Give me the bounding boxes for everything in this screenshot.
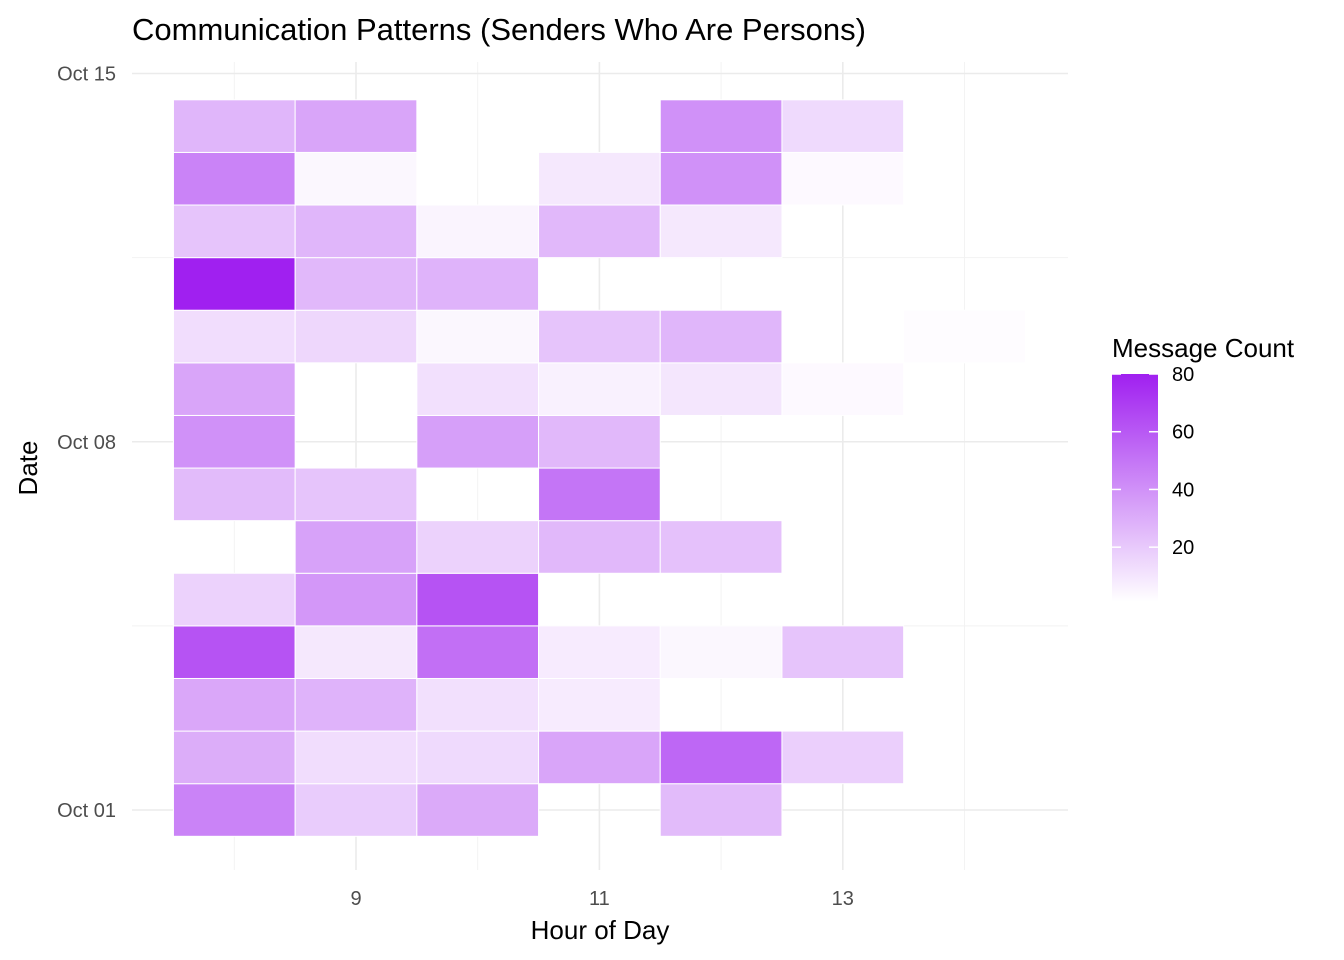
legend-tick-label: 20 bbox=[1172, 537, 1194, 559]
heatmap-cell bbox=[172, 783, 296, 837]
y-tick-label: Oct 08 bbox=[57, 432, 116, 454]
heatmap-cell bbox=[294, 730, 418, 785]
heatmap-cell bbox=[172, 467, 296, 522]
heatmap-cell bbox=[294, 625, 418, 679]
heatmap-cell bbox=[659, 309, 783, 364]
heatmap-cell bbox=[294, 467, 418, 522]
heatmap-cell bbox=[416, 309, 540, 364]
heatmap-cell bbox=[416, 625, 540, 679]
heatmap-cell bbox=[416, 414, 540, 469]
heatmap-cell bbox=[416, 204, 540, 259]
heatmap-cell bbox=[781, 151, 905, 206]
heatmap-cell bbox=[659, 730, 783, 785]
legend-tick-label: 60 bbox=[1172, 422, 1194, 444]
heatmap-cell bbox=[172, 309, 296, 364]
heatmap-cell bbox=[172, 257, 296, 311]
heatmap-cell bbox=[294, 257, 418, 311]
x-axis-ticks: 9 11 13 bbox=[350, 888, 853, 910]
heatmap-cell bbox=[538, 414, 661, 469]
heatmap-cell bbox=[172, 625, 296, 679]
heatmap-cell bbox=[294, 572, 418, 627]
heatmap-cell bbox=[172, 99, 296, 153]
heatmap-cell bbox=[659, 204, 783, 259]
heatmap-cell bbox=[538, 730, 661, 785]
heatmap-cell bbox=[659, 625, 783, 679]
heatmap-cell bbox=[172, 414, 296, 469]
heatmap-cell bbox=[538, 677, 661, 732]
legend-ticks: 20 40 60 80 bbox=[1112, 364, 1194, 559]
heatmap-cell bbox=[172, 362, 296, 416]
heatmap-cell bbox=[781, 99, 905, 153]
heatmap-cells bbox=[172, 99, 1026, 837]
heatmap-cell bbox=[172, 572, 296, 627]
heatmap-cell bbox=[903, 309, 1026, 364]
heatmap-cell bbox=[294, 204, 418, 259]
x-axis-title: Hour of Day bbox=[531, 915, 670, 945]
legend-title: Message Count bbox=[1112, 333, 1295, 363]
heatmap-cell bbox=[781, 362, 905, 416]
heatmap-cell bbox=[659, 362, 783, 416]
heatmap-cell bbox=[294, 677, 418, 732]
x-tick-label: 11 bbox=[589, 888, 610, 910]
heatmap-cell bbox=[294, 309, 418, 364]
legend-colorbar bbox=[1112, 374, 1158, 602]
heatmap-cell bbox=[416, 362, 540, 416]
heatmap-cell bbox=[538, 151, 661, 206]
heatmap-cell bbox=[416, 572, 540, 627]
legend: Message Count 20 40 60 80 bbox=[1112, 333, 1295, 602]
heatmap-cell bbox=[172, 677, 296, 732]
heatmap-cell bbox=[538, 362, 661, 416]
heatmap-cell bbox=[416, 257, 540, 311]
chart-title: Communication Patterns (Senders Who Are … bbox=[132, 12, 866, 47]
heatmap-cell bbox=[416, 520, 540, 574]
y-tick-label: Oct 01 bbox=[57, 800, 116, 822]
heatmap-cell bbox=[172, 730, 296, 785]
legend-tick-label: 80 bbox=[1172, 364, 1194, 386]
heatmap-cell bbox=[416, 730, 540, 785]
heatmap-cell bbox=[781, 625, 905, 679]
heatmap-cell bbox=[538, 625, 661, 679]
heatmap-cell bbox=[294, 520, 418, 574]
heatmap-cell bbox=[294, 783, 418, 837]
y-axis-title: Date bbox=[13, 441, 43, 496]
y-axis-ticks: Oct 01 Oct 08 Oct 15 bbox=[57, 64, 116, 823]
heatmap-cell bbox=[538, 309, 661, 364]
heatmap-cell bbox=[416, 783, 540, 837]
heatmap-cell bbox=[659, 783, 783, 837]
y-tick-label: Oct 15 bbox=[57, 64, 116, 86]
x-tick-label: 9 bbox=[350, 888, 361, 910]
heatmap-cell bbox=[538, 204, 661, 259]
legend-tick-label: 40 bbox=[1172, 479, 1194, 501]
heatmap-cell bbox=[416, 677, 540, 732]
heatmap-cell bbox=[172, 151, 296, 206]
heatmap-cell bbox=[659, 99, 783, 153]
heatmap-cell bbox=[538, 467, 661, 522]
heatmap-cell bbox=[538, 520, 661, 574]
heatmap-cell bbox=[659, 520, 783, 574]
x-tick-label: 13 bbox=[832, 888, 854, 910]
heatmap-cell bbox=[172, 204, 296, 259]
heatmap-cell bbox=[294, 99, 418, 153]
heatmap-cell bbox=[294, 151, 418, 206]
heatmap-cell bbox=[781, 730, 905, 785]
heatmap-cell bbox=[659, 151, 783, 206]
